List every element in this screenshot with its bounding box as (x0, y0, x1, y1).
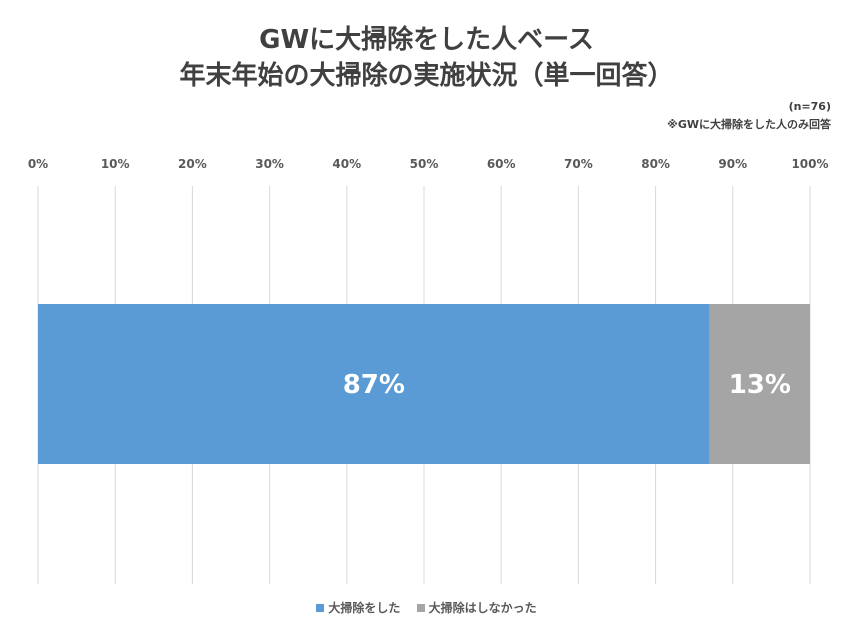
subset-note: ※GWに大掃除をした人のみ回答 (667, 118, 831, 131)
stacked-bar-chart: 0% 10% 20% 30% 40% 50% 60% 70% 80% 90% 100% 87% 13% (28, 157, 829, 584)
x-tick-label-10: 10% (101, 157, 130, 171)
legend-swatch-did-not-clean (416, 604, 425, 612)
bar-segment-0 (38, 304, 710, 464)
x-tick-label-30: 30% (255, 157, 284, 171)
legend-item-did-clean: 大掃除をした (316, 599, 400, 616)
x-tick-label-100: 100% (791, 157, 828, 171)
legend-label-did-not-clean: 大掃除はしなかった (428, 601, 537, 615)
legend: 大掃除をした 大掃除はしなかった (0, 599, 853, 616)
legend-label-did-clean: 大掃除をした (328, 601, 401, 615)
x-tick-label-80: 80% (641, 157, 670, 171)
data-label-0: 87% (343, 370, 405, 400)
legend-item-did-not-clean: 大掃除はしなかった (416, 599, 537, 616)
data-label-1: 13% (729, 370, 791, 400)
x-tick-label-90: 90% (718, 157, 747, 171)
bar-segment-1 (709, 304, 810, 464)
x-tick-label-40: 40% (332, 157, 361, 171)
x-tick-label-70: 70% (564, 157, 593, 171)
chart-title-line-1: GWに大掃除をした人ベース (259, 25, 594, 55)
chart-title-line-2: 年末年始の大掃除の実施状況（単一回答） (179, 61, 674, 91)
legend-swatch-did-clean (316, 604, 325, 612)
chart-title: GWに大掃除をした人ベース 年末年始の大掃除の実施状況（単一回答） (0, 22, 853, 94)
sample-size-note: (n=76) (788, 100, 831, 113)
x-tick-label-50: 50% (410, 157, 439, 171)
x-tick-label-20: 20% (178, 157, 207, 171)
x-tick-label-0: 0% (28, 157, 48, 171)
x-tick-label-60: 60% (487, 157, 516, 171)
